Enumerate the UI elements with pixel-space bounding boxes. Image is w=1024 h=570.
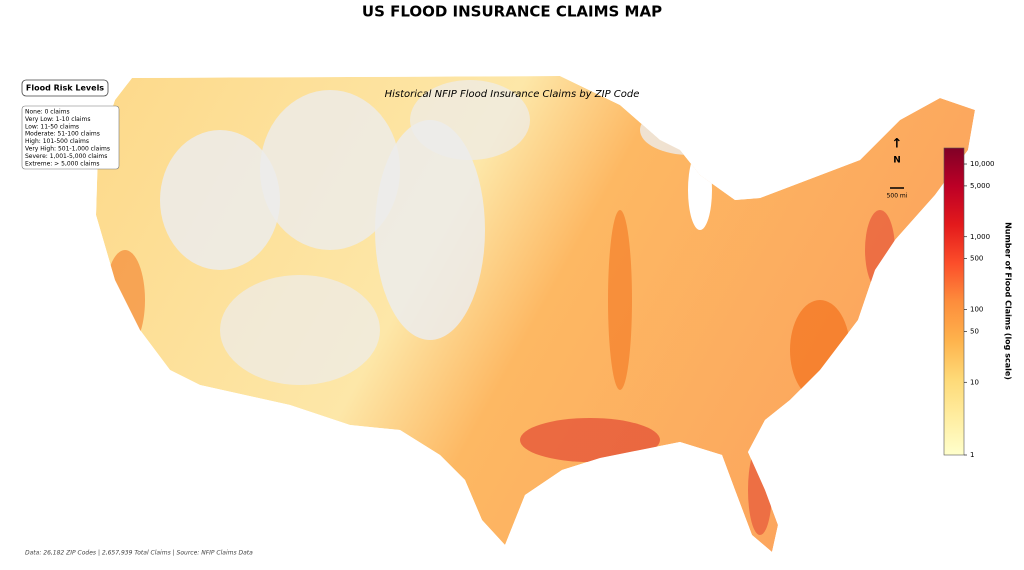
colorbar-tick-label: 1,000 <box>970 233 990 241</box>
legend-item: None: 0 claims <box>25 109 70 116</box>
colorbar-tick-label: 500 <box>970 255 983 263</box>
colorbar-ticks: 1 10 50 100 500 1,000 5,000 10,000 <box>964 160 995 459</box>
colorbar-tick-label: 10 <box>970 378 979 386</box>
subtitle: Historical NFIP Flood Insurance Claims b… <box>385 89 640 100</box>
scale-label: 500 mi <box>887 193 908 200</box>
colorbar-tick-label: 10,000 <box>970 160 995 168</box>
legend-item: Moderate: 51-100 claims <box>25 131 100 138</box>
legend-item: Severe: 1,001-5,000 claims <box>25 153 107 160</box>
legend-title: Flood Risk Levels <box>26 84 104 93</box>
legend-item: Very Low: 1-10 claims <box>25 116 90 123</box>
legend-title-box <box>21 79 109 97</box>
colorbar-label: Number of Flood Claims (log scale) <box>1004 222 1013 380</box>
legend-item: Low: 11-50 claims <box>25 123 79 130</box>
north-label: N <box>893 156 901 166</box>
legend-item: High: 101-500 claims <box>25 138 89 145</box>
title: US FLOOD INSURANCE CLAIMS MAP <box>362 3 662 21</box>
legend-box <box>21 105 120 170</box>
north-arrow: ↑ <box>892 137 903 152</box>
colorbar-tick-label: 1 <box>970 451 974 459</box>
colorbar-tick-label: 100 <box>970 306 983 314</box>
colorbar-tick-label: 5,000 <box>970 182 990 190</box>
legend-item: Very High: 501-1,000 claims <box>25 146 110 153</box>
legend-item: Extreme: > 5,000 claims <box>25 160 99 167</box>
map <box>96 76 975 552</box>
colorbar-tick-label: 50 <box>970 327 979 335</box>
footer: Data: 26,182 ZIP Codes | 2,657,939 Total… <box>25 550 253 557</box>
colorbar <box>943 147 965 456</box>
